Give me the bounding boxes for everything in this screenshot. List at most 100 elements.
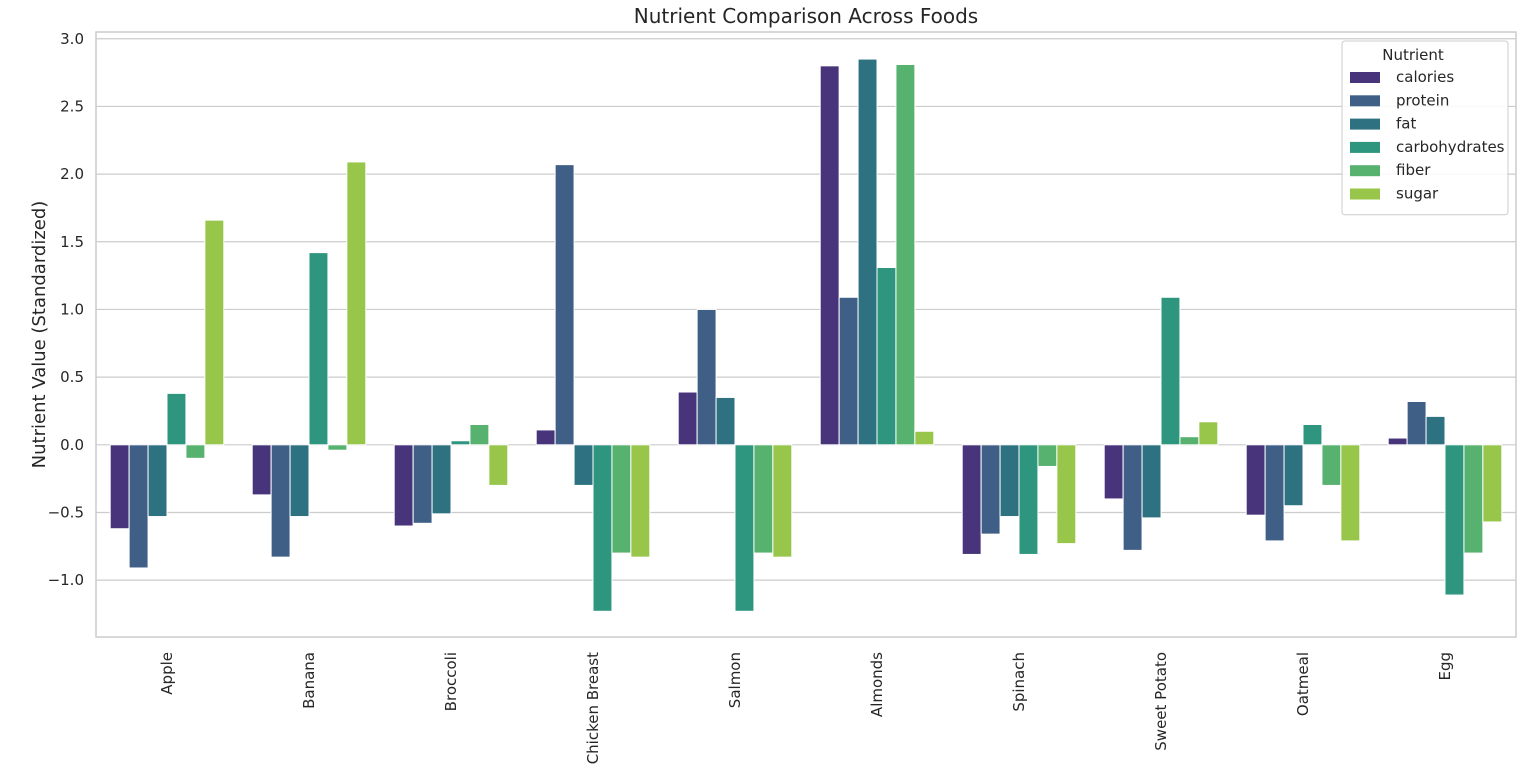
bar-fiber-oatmeal xyxy=(1321,444,1342,486)
bar-carbohydrates-chicken-breast xyxy=(592,444,613,612)
bar-calories-apple xyxy=(109,444,130,530)
bar-sugar-spinach xyxy=(1056,444,1077,545)
bar-protein-chicken-breast xyxy=(554,164,575,446)
x-tick-labels: Apple Banana Broccoli Chicken Breast Salmon A… xyxy=(158,652,1454,764)
y-tick-label: 2.0 xyxy=(60,165,84,183)
bar-fiber-chicken-breast xyxy=(611,444,632,554)
legend-label-sugar: sugar xyxy=(1396,185,1439,203)
bars-layer xyxy=(109,58,1503,612)
x-tick-label: Broccoli xyxy=(442,652,460,711)
y-tick-label: 0.0 xyxy=(60,436,84,454)
bar-protein-almonds xyxy=(838,296,859,446)
y-axis-label: Nutrient Value (Standardized) xyxy=(29,201,50,469)
bar-calories-oatmeal xyxy=(1245,444,1266,516)
bar-sugar-sweet-potato xyxy=(1198,421,1219,446)
bar-protein-banana xyxy=(270,444,291,558)
x-tick-label: Almonds xyxy=(868,652,886,717)
bar-calories-almonds xyxy=(819,65,840,446)
y-tick-labels: −1.0 −0.5 0.0 0.5 1.0 1.5 2.0 2.5 3.0 xyxy=(48,30,84,589)
legend-label-carbohydrates: carbohydrates xyxy=(1396,138,1505,156)
legend-label-fat: fat xyxy=(1396,115,1416,133)
bar-fat-chicken-breast xyxy=(573,444,594,486)
bar-fiber-sweet-potato xyxy=(1179,436,1200,446)
bar-fat-salmon xyxy=(715,396,736,446)
bar-calories-spinach xyxy=(961,444,982,555)
legend-swatch-sugar xyxy=(1350,188,1380,200)
bar-carbohydrates-apple xyxy=(166,392,187,446)
y-tick-label: 1.0 xyxy=(60,300,84,318)
bar-carbohydrates-almonds xyxy=(876,267,897,446)
bar-fat-apple xyxy=(147,444,168,518)
bar-fat-oatmeal xyxy=(1283,444,1304,507)
bar-sugar-almonds xyxy=(914,430,935,446)
bar-protein-apple xyxy=(128,444,149,569)
bar-fiber-banana xyxy=(327,444,348,451)
bar-carbohydrates-broccoli xyxy=(450,440,471,446)
plot-frame xyxy=(95,31,1517,638)
bar-fiber-salmon xyxy=(753,444,774,554)
y-tick-label: 3.0 xyxy=(60,30,84,48)
y-tick-label: −0.5 xyxy=(48,503,84,521)
bar-fat-almonds xyxy=(857,58,878,446)
legend-label-calories: calories xyxy=(1396,68,1454,86)
bar-carbohydrates-banana xyxy=(308,252,329,446)
bar-protein-egg xyxy=(1406,400,1427,446)
legend-swatch-calories xyxy=(1350,72,1380,83)
bar-protein-spinach xyxy=(980,444,1001,535)
bar-protein-oatmeal xyxy=(1264,444,1285,542)
bar-carbohydrates-sweet-potato xyxy=(1160,296,1181,446)
bar-calories-egg xyxy=(1387,437,1408,446)
bar-fiber-broccoli xyxy=(469,424,490,446)
bar-carbohydrates-salmon xyxy=(734,444,755,612)
y-tick-label: −1.0 xyxy=(48,571,84,589)
bar-fat-broccoli xyxy=(431,444,452,515)
y-tick-label: 0.5 xyxy=(60,368,84,386)
legend-label-fiber: fiber xyxy=(1396,161,1431,179)
x-tick-label: Chicken Breast xyxy=(584,652,602,764)
x-tick-label: Oatmeal xyxy=(1294,652,1312,716)
x-tick-label: Egg xyxy=(1436,652,1454,681)
x-tick-label: Apple xyxy=(158,652,176,695)
bar-fat-spinach xyxy=(999,444,1020,518)
legend-swatch-fiber xyxy=(1350,165,1380,177)
bar-fat-banana xyxy=(289,444,310,518)
bar-calories-sweet-potato xyxy=(1103,444,1124,500)
x-tick-label: Spinach xyxy=(1010,652,1028,712)
bar-fiber-egg xyxy=(1463,444,1484,554)
bar-calories-banana xyxy=(251,444,272,496)
legend-swatch-fat xyxy=(1350,118,1380,130)
bar-sugar-banana xyxy=(346,161,367,446)
bar-protein-salmon xyxy=(696,308,717,446)
legend-swatch-protein xyxy=(1350,95,1380,107)
bar-fiber-almonds xyxy=(895,63,916,446)
y-tick-label: 1.5 xyxy=(60,233,84,251)
bar-fat-egg xyxy=(1425,415,1446,446)
y-tick-label: 2.5 xyxy=(60,97,84,115)
legend-title: Nutrient xyxy=(1382,46,1444,64)
bar-carbohydrates-egg xyxy=(1444,444,1465,596)
bar-sugar-oatmeal xyxy=(1340,444,1361,542)
bar-protein-broccoli xyxy=(412,444,433,524)
bar-sugar-salmon xyxy=(772,444,793,558)
bar-calories-salmon xyxy=(677,391,698,446)
bar-sugar-chicken-breast xyxy=(630,444,651,558)
legend: Nutrient calories protein fat carbohydrates… xyxy=(1341,40,1509,216)
x-tick-label: Salmon xyxy=(726,652,744,708)
bar-fiber-spinach xyxy=(1037,444,1058,467)
bar-sugar-apple xyxy=(204,219,225,446)
legend-swatch-carbohydrates xyxy=(1350,141,1380,153)
bar-carbohydrates-spinach xyxy=(1018,444,1039,555)
chart-title: Nutrient Comparison Across Foods xyxy=(634,4,978,28)
bar-sugar-broccoli xyxy=(488,444,509,486)
bar-calories-chicken-breast xyxy=(535,429,556,446)
legend-label-protein: protein xyxy=(1396,91,1449,109)
bar-sugar-egg xyxy=(1482,444,1503,523)
bar-fiber-apple xyxy=(185,444,206,459)
legend-box xyxy=(1341,40,1509,216)
x-tick-label: Sweet Potato xyxy=(1152,652,1170,751)
bar-protein-sweet-potato xyxy=(1122,444,1143,551)
bar-carbohydrates-oatmeal xyxy=(1302,424,1323,446)
bar-fat-sweet-potato xyxy=(1141,444,1162,519)
x-tick-label: Banana xyxy=(300,652,318,709)
bar-calories-broccoli xyxy=(393,444,414,527)
